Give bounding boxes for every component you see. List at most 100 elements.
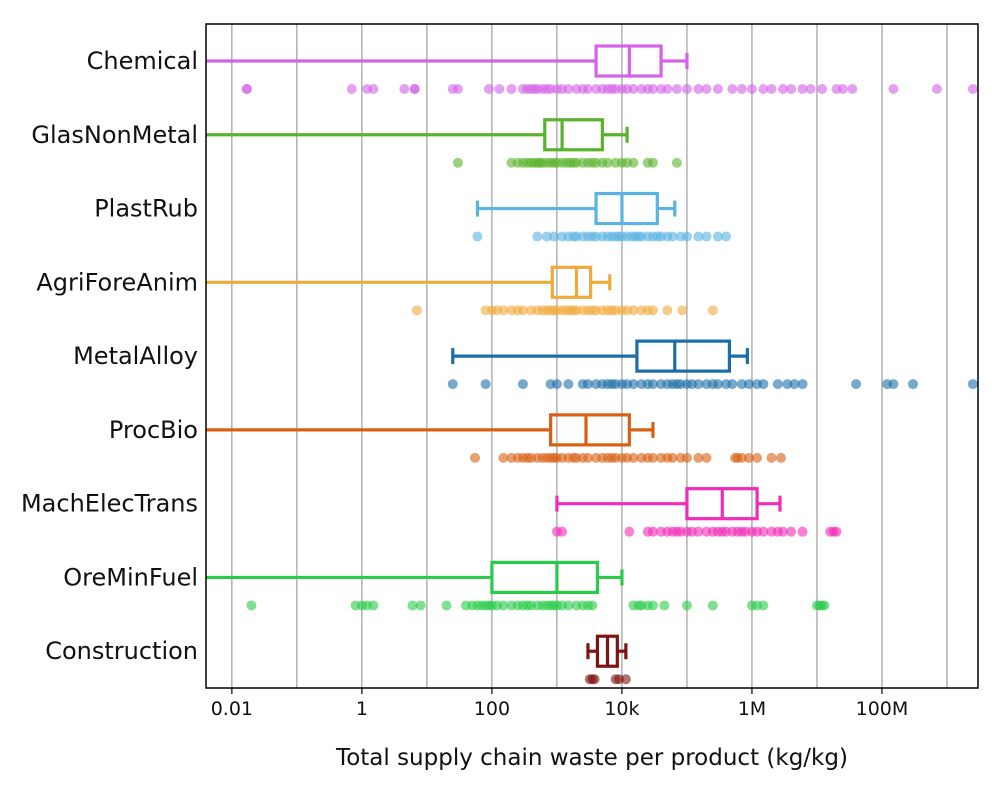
data-point-metalalloy (888, 379, 899, 390)
data-point-chemical (346, 84, 357, 94)
data-point-procbio (766, 452, 777, 463)
data-point-chemical (671, 84, 682, 94)
data-point-metalalloy (563, 379, 574, 390)
data-point-metalalloy (772, 379, 783, 390)
data-point-chemical (766, 84, 777, 94)
data-point-agriforeanim (662, 305, 673, 316)
data-point-agriforeanim (677, 305, 688, 316)
x-tick-label: 10k (604, 698, 639, 720)
data-point-procbio (776, 452, 787, 463)
category-label-metalalloy: MetalAlloy (73, 342, 198, 370)
data-point-agriforeanim (411, 305, 422, 316)
data-point-metalalloy (736, 379, 747, 390)
data-point-metalalloy (582, 379, 593, 390)
data-point-oreminfuel (681, 600, 692, 611)
data-point-plastrub (701, 231, 712, 242)
data-point-chemical (241, 84, 252, 94)
data-point-chemical (563, 84, 574, 94)
data-point-metalalloy (851, 379, 862, 390)
x-axis-ticks: 0.01 1 100 10k 1M 100M (211, 688, 908, 720)
category-label-oreminfuel: OreMinFuel (63, 563, 198, 591)
data-point-plastrub (541, 231, 552, 242)
data-point-chemical (368, 84, 379, 94)
data-point-glasnonmetal (602, 157, 613, 168)
data-point-plastrub (532, 231, 543, 242)
data-point-machelectrans (758, 526, 769, 537)
data-point-agriforeanim (498, 305, 509, 316)
box-procbio (206, 413, 655, 447)
data-point-metalalloy (907, 379, 918, 390)
x-axis-title: Total supply chain waste per product (kg… (335, 745, 848, 771)
data-point-chemical (647, 84, 658, 94)
category-label-plastrub: PlastRub (94, 195, 198, 223)
data-point-agriforeanim (628, 305, 639, 316)
x-tick-label: 1 (356, 698, 368, 720)
box-construction (586, 634, 628, 668)
box-oreminfuel (206, 560, 624, 595)
data-point-procbio (582, 452, 593, 463)
data-point-glasnonmetal (452, 157, 463, 168)
data-point-machelectrans (777, 526, 788, 537)
data-point-agriforeanim (647, 305, 658, 316)
data-point-oreminfuel (368, 600, 379, 611)
data-point-machelectrans (831, 526, 842, 537)
data-point-procbio (667, 452, 678, 463)
data-point-machelectrans (557, 526, 568, 537)
data-point-metalalloy (693, 379, 704, 390)
data-point-procbio (470, 452, 481, 463)
data-point-chemical (967, 84, 978, 94)
category-label-construction: Construction (45, 637, 198, 665)
plot-frame (205, 23, 979, 689)
data-point-procbio (743, 452, 754, 463)
category-labels: Chemical GlasNonMetal PlastRub AgriForeAnim… (21, 47, 198, 665)
data-point-metalalloy (447, 379, 458, 390)
data-point-oreminfuel (819, 600, 830, 611)
data-point-chemical (693, 84, 704, 94)
x-tick-label: 100 (474, 698, 510, 720)
data-point-metalalloy (647, 379, 658, 390)
data-point-chemical (483, 84, 494, 94)
data-point-plastrub (681, 231, 692, 242)
data-point-plastrub (548, 231, 559, 242)
data-point-plastrub (472, 231, 483, 242)
data-point-chemical (409, 84, 420, 94)
data-point-glasnonmetal (647, 157, 658, 168)
data-point-chemical (777, 84, 788, 94)
iqr-box-agriforeanim (550, 265, 593, 299)
iqr-box-plastrub (594, 191, 659, 226)
data-point-chemical (786, 84, 797, 94)
category-label-glasnonmetal: GlasNonMetal (31, 121, 198, 149)
data-point-plastrub (667, 231, 678, 242)
iqr-box-metalalloy (635, 339, 732, 373)
data-point-chemical (701, 84, 712, 94)
data-point-chemical (727, 84, 738, 94)
x-tick-label: 1M (738, 698, 766, 720)
box-machelectrans (555, 487, 782, 521)
data-point-chemical (628, 84, 639, 94)
data-point-chemical (797, 84, 808, 94)
data-point-procbio (681, 452, 692, 463)
data-point-oreminfuel (498, 600, 509, 611)
data-point-oreminfuel (246, 600, 257, 611)
data-point-chemical (712, 84, 723, 94)
box-chemical (206, 44, 689, 78)
category-label-agriforeanim: AgriForeAnim (36, 268, 198, 296)
data-point-oreminfuel (758, 600, 769, 611)
data-point-metalalloy (712, 379, 723, 390)
x-tick-label: 0.01 (211, 698, 253, 720)
data-point-chemical (847, 84, 858, 94)
data-point-metalalloy (628, 379, 639, 390)
data-point-metalalloy (782, 379, 793, 390)
data-point-chemical (817, 84, 828, 94)
iqr-box-glasnonmetal (543, 118, 604, 152)
data-point-chemical (888, 84, 899, 94)
data-point-procbio (498, 452, 509, 463)
data-point-chemical (681, 84, 692, 94)
iqr-box-oreminfuel (490, 560, 600, 595)
data-point-chemical (582, 84, 593, 94)
iqr-box-procbio (549, 413, 631, 447)
data-point-chemical (805, 84, 816, 94)
data-point-chemical (452, 84, 463, 94)
box-agriforeanim (206, 265, 612, 299)
